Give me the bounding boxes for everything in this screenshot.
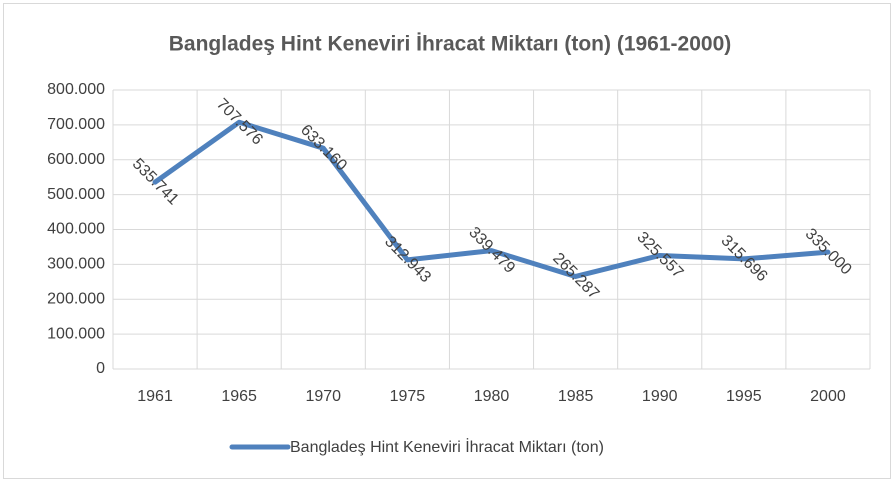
y-tick-label: 200.000 <box>47 290 105 307</box>
y-tick-label: 500.000 <box>47 186 105 203</box>
x-tick-label: 1965 <box>221 388 257 405</box>
chart-frame <box>3 3 891 479</box>
x-tick-label: 2000 <box>810 388 846 405</box>
data-line <box>152 119 831 279</box>
y-tick-label: 300.000 <box>47 256 105 273</box>
x-tick-label: 1985 <box>558 388 594 405</box>
y-tick-label: 400.000 <box>47 221 105 238</box>
chart-title: Bangladeş Hint Keneviri İhracat Miktarı … <box>169 33 732 56</box>
x-tick-label: 1970 <box>305 388 341 405</box>
x-tick-label: 1990 <box>642 388 678 405</box>
x-tick-label: 1980 <box>474 388 510 405</box>
x-tick-label: 1995 <box>726 388 762 405</box>
x-tick-label: 1961 <box>137 388 173 405</box>
y-tick-label: 600.000 <box>47 151 105 168</box>
y-tick-label: 100.000 <box>47 325 105 342</box>
legend-label: Bangladeş Hint Keneviri İhracat Miktarı … <box>290 437 604 456</box>
y-tick-label: 800.000 <box>47 81 105 98</box>
y-tick-label: 700.000 <box>47 116 105 133</box>
x-tick-label: 1975 <box>390 388 426 405</box>
y-tick-label: 0 <box>96 360 105 377</box>
